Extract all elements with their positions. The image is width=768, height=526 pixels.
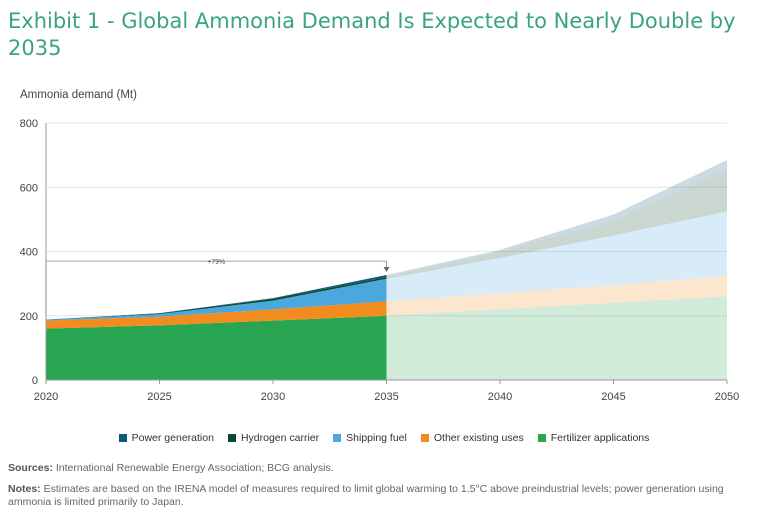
sources-note: Sources: International Renewable Energy … bbox=[8, 462, 760, 475]
y-tick-label: 800 bbox=[20, 118, 38, 130]
legend-item-other-existing-uses: Other existing uses bbox=[420, 432, 524, 444]
legend-item-shipping-fuel: Shipping fuel bbox=[333, 432, 407, 444]
legend-label: Other existing uses bbox=[433, 432, 524, 444]
chart-area: 0 200 400 600 800 2020 2025 2030 2035 2040 2045 205… bbox=[20, 118, 740, 403]
y-tick-label: 200 bbox=[20, 311, 38, 323]
legend-swatch bbox=[227, 434, 236, 442]
y-tick-label: 600 bbox=[20, 182, 38, 194]
legend-swatch bbox=[420, 434, 429, 442]
x-tick-label: 2045 bbox=[601, 391, 625, 403]
x-tick-label: 2040 bbox=[488, 391, 512, 403]
area-projected-shipping-fuel bbox=[386, 211, 727, 302]
y-axis-label: Ammonia demand (Mt) bbox=[20, 89, 137, 101]
legend-swatch bbox=[333, 434, 342, 442]
area-fertilizer-applications bbox=[46, 315, 387, 380]
area-projected-hydrogen-carrier bbox=[386, 169, 727, 279]
x-tick-label: 2025 bbox=[147, 391, 171, 403]
legend-item-hydrogen-carrier: Hydrogen carrier bbox=[227, 432, 320, 444]
sources-text: International Renewable Energy Associati… bbox=[55, 462, 334, 474]
legend-label: Fertilizer applications bbox=[550, 432, 650, 444]
x-tick-label: 2020 bbox=[34, 391, 58, 403]
sources-label: Sources: bbox=[8, 462, 53, 474]
legend-swatch bbox=[537, 434, 546, 442]
x-tick-label: 2030 bbox=[261, 391, 285, 403]
legend-label: Shipping fuel bbox=[346, 432, 407, 444]
area-projected-other-existing-uses bbox=[386, 275, 727, 316]
y-tick-label: 400 bbox=[20, 247, 38, 259]
x-tick-label: 2050 bbox=[715, 391, 739, 403]
growth-arrowhead bbox=[383, 266, 390, 272]
y-tick-label: 0 bbox=[32, 375, 38, 387]
area-shipping-fuel bbox=[46, 278, 387, 321]
area-other-existing-uses bbox=[46, 301, 387, 329]
notes-note: Notes: Estimates are based on the IRENA … bbox=[8, 483, 760, 508]
legend-swatch bbox=[118, 434, 127, 442]
notes-label: Notes: bbox=[8, 483, 41, 495]
legend-item-power-generation: Power generation bbox=[118, 432, 214, 444]
page-title: Exhibit 1 - Global Ammonia Demand Is Exp… bbox=[8, 9, 736, 60]
growth-annotation: +79% bbox=[207, 259, 225, 266]
area-projected-fertilizer-applications bbox=[386, 296, 727, 380]
notes-text: Estimates are based on the IRENA model o… bbox=[8, 483, 724, 508]
legend-item-fertilizer-applications: Fertilizer applications bbox=[537, 432, 650, 444]
legend: Power generation Hydrogen carrier Shipping… bbox=[0, 432, 768, 444]
legend-label: Power generation bbox=[131, 432, 214, 444]
legend-label: Hydrogen carrier bbox=[240, 432, 320, 444]
x-tick-label: 2035 bbox=[374, 391, 398, 403]
growth-bracket bbox=[45, 260, 387, 316]
